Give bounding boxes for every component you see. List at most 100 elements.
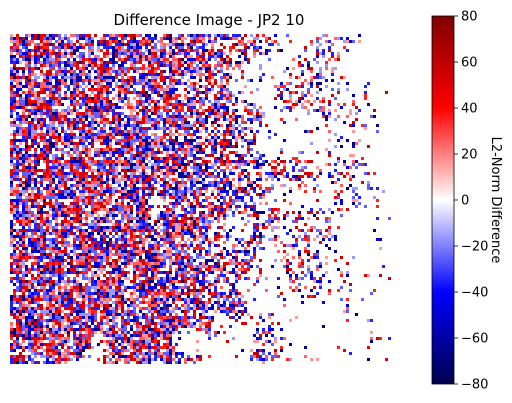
heatmap-cell xyxy=(268,208,271,211)
heatmap-cell xyxy=(241,160,244,163)
heatmap-cell xyxy=(22,250,25,253)
heatmap-cell xyxy=(214,112,217,115)
heatmap-cell xyxy=(142,127,145,130)
heatmap-cell xyxy=(88,181,91,184)
heatmap-cell xyxy=(118,235,121,238)
heatmap-cell xyxy=(250,112,253,115)
heatmap-cell xyxy=(55,58,58,61)
heatmap-cell xyxy=(40,184,43,187)
heatmap-cell xyxy=(22,37,25,40)
heatmap-cell xyxy=(130,157,133,160)
heatmap-cell xyxy=(154,85,157,88)
heatmap-cell xyxy=(217,208,220,211)
heatmap-cell xyxy=(118,43,121,46)
heatmap-cell xyxy=(214,169,217,172)
heatmap-cell xyxy=(139,178,142,181)
heatmap-cell xyxy=(49,184,52,187)
heatmap-cell xyxy=(148,247,151,250)
heatmap-cell xyxy=(100,220,103,223)
heatmap-cell xyxy=(352,187,355,190)
heatmap-cell xyxy=(136,127,139,130)
heatmap-cell xyxy=(82,79,85,82)
heatmap-cell xyxy=(91,142,94,145)
heatmap-cell xyxy=(157,163,160,166)
heatmap-cell xyxy=(169,91,172,94)
heatmap-cell xyxy=(142,211,145,214)
heatmap-cell xyxy=(172,235,175,238)
heatmap-cell xyxy=(145,40,148,43)
heatmap-cell xyxy=(43,157,46,160)
heatmap-cell xyxy=(187,151,190,154)
heatmap-cell xyxy=(13,163,16,166)
heatmap-cell xyxy=(106,250,109,253)
heatmap-cell xyxy=(187,109,190,112)
heatmap-cell xyxy=(94,190,97,193)
heatmap-cell xyxy=(127,241,130,244)
heatmap-cell xyxy=(40,181,43,184)
heatmap-cell xyxy=(106,109,109,112)
heatmap-cell xyxy=(277,211,280,214)
heatmap-cell xyxy=(70,43,73,46)
heatmap-cell xyxy=(292,58,295,61)
heatmap-cell xyxy=(142,169,145,172)
heatmap-cell xyxy=(19,238,22,241)
heatmap-cell xyxy=(91,139,94,142)
heatmap-cell xyxy=(97,46,100,49)
heatmap-cell xyxy=(37,181,40,184)
heatmap-cell xyxy=(286,67,289,70)
heatmap-cell xyxy=(220,52,223,55)
heatmap-cell xyxy=(166,127,169,130)
heatmap-cell xyxy=(67,139,70,142)
heatmap-cell xyxy=(157,217,160,220)
heatmap-cell xyxy=(61,166,64,169)
heatmap-cell xyxy=(217,52,220,55)
heatmap-cell xyxy=(181,199,184,202)
heatmap-cell xyxy=(175,217,178,220)
heatmap-cell xyxy=(256,88,259,91)
heatmap-cell xyxy=(70,178,73,181)
heatmap-cell xyxy=(100,49,103,52)
heatmap-cell xyxy=(205,130,208,133)
heatmap-cell xyxy=(214,145,217,148)
heatmap-cell xyxy=(37,208,40,211)
heatmap-cell xyxy=(43,232,46,235)
heatmap-cell xyxy=(73,76,76,79)
heatmap-cell xyxy=(61,112,64,115)
heatmap-cell xyxy=(43,64,46,67)
heatmap-cell xyxy=(31,34,34,37)
heatmap-cell xyxy=(58,49,61,52)
heatmap-cell xyxy=(148,118,151,121)
heatmap-cell xyxy=(121,118,124,121)
heatmap-cell xyxy=(328,109,331,112)
heatmap-cell xyxy=(199,163,202,166)
heatmap-cell xyxy=(64,160,67,163)
heatmap-cell xyxy=(28,130,31,133)
heatmap-cell xyxy=(112,103,115,106)
heatmap-cell xyxy=(319,43,322,46)
heatmap-cell xyxy=(178,148,181,151)
heatmap-cell xyxy=(163,97,166,100)
heatmap-cell xyxy=(274,169,277,172)
heatmap-cell xyxy=(79,34,82,37)
heatmap-cell xyxy=(139,124,142,127)
heatmap-cell xyxy=(103,103,106,106)
heatmap-cell xyxy=(124,235,127,238)
heatmap-cell xyxy=(85,211,88,214)
heatmap-cell xyxy=(211,82,214,85)
heatmap-cell xyxy=(100,127,103,130)
heatmap-cell xyxy=(316,73,319,76)
heatmap-cell xyxy=(241,49,244,52)
heatmap-cell xyxy=(154,91,157,94)
heatmap-cell xyxy=(364,124,367,127)
heatmap-cell xyxy=(46,79,49,82)
heatmap-cell xyxy=(31,67,34,70)
heatmap-cell xyxy=(136,100,139,103)
heatmap-cell xyxy=(22,106,25,109)
heatmap-cell xyxy=(205,91,208,94)
heatmap-cell xyxy=(130,160,133,163)
heatmap-cell xyxy=(199,73,202,76)
heatmap-cell xyxy=(217,142,220,145)
heatmap-cell xyxy=(307,112,310,115)
heatmap-cell xyxy=(79,103,82,106)
heatmap-cell xyxy=(193,223,196,226)
